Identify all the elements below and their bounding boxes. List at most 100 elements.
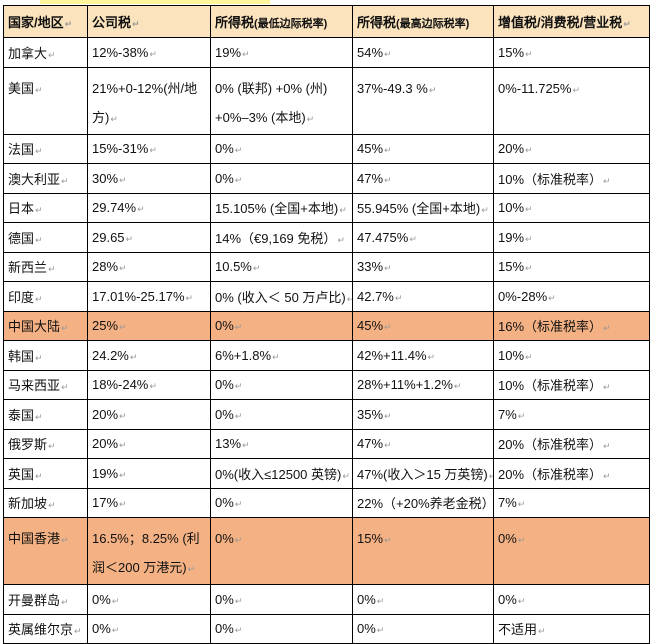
cell-income-tax-max: 15%↵ (352, 517, 494, 585)
paragraph-mark-icon: ↵ (61, 596, 69, 607)
paragraph-mark-icon: ↵ (111, 625, 120, 636)
cell-income-tax-max: 45%↵ (352, 310, 494, 341)
cell-income-tax-max: 47%(收入＞15 万英镑)↵ (352, 458, 494, 489)
paragraph-mark-icon: ↵ (603, 441, 611, 452)
paragraph-mark-icon: ↵ (409, 233, 417, 244)
cell-vat: 0%-28%↵ (493, 281, 650, 312)
paragraph-mark-icon: ↵ (384, 535, 392, 545)
cell-income-tax-min: 0% (收入＜ 50 万卢比)↵ (210, 281, 353, 312)
cell-income-tax-max: 35%↵ (352, 399, 494, 430)
cell-income-tax-min: 0%↵ (210, 163, 353, 194)
cell-income-tax-max: 42.7%↵ (352, 281, 494, 312)
cell-income-tax-min: 0%↵ (210, 399, 353, 430)
paragraph-mark-icon: ↵ (35, 411, 43, 422)
cell-country: 新加坡↵ (3, 487, 88, 518)
paragraph-mark-icon: ↵ (384, 410, 392, 421)
paragraph-mark-icon: ↵ (525, 204, 533, 215)
cell-income-tax-min: 13%↵ (210, 428, 353, 459)
table-row: 开曼群岛↵ 0%↵ 0%↵ 0%↵ 0%↵ (3, 584, 650, 615)
cell-country: 印度↵ (3, 281, 88, 312)
paragraph-mark-icon: ↵ (119, 499, 127, 510)
cell-corporate-tax: 30%↵ (87, 163, 211, 194)
cell-income-tax-min: 0%↵ (210, 517, 353, 585)
cell-country: 法国↵ (3, 133, 88, 164)
table-row: 加拿大↵ 12%-38%↵ 19%↵ 54%↵ 15%↵ (3, 37, 650, 68)
paragraph-mark-icon: ↵ (603, 175, 611, 186)
paragraph-mark-icon: ↵ (384, 263, 392, 274)
paragraph-mark-icon: ↵ (525, 48, 533, 59)
cell-country: 德国↵ (3, 222, 88, 253)
paragraph-mark-icon: ↵ (119, 174, 127, 185)
paragraph-mark-icon: ↵ (61, 382, 69, 393)
paragraph-mark-icon: ↵ (306, 113, 315, 124)
paragraph-mark-icon: ↵ (538, 626, 546, 637)
paragraph-mark-icon: ↵ (149, 381, 157, 392)
paragraph-mark-icon: ↵ (517, 595, 526, 606)
paragraph-mark-icon: ↵ (61, 175, 69, 186)
paragraph-mark-icon: ↵ (119, 322, 127, 333)
cell-vat: 10%↵ (493, 340, 650, 371)
cell-income-tax-max: 33%↵ (352, 251, 494, 282)
cell-vat: 20%↵ (493, 133, 650, 164)
paragraph-mark-icon: ↵ (453, 381, 462, 392)
cell-corporate-tax: 20%↵ (87, 399, 211, 430)
paragraph-mark-icon: ↵ (119, 469, 127, 480)
cell-country: 中国香港↵ (3, 517, 88, 585)
header-country: 国家/地区↵ (3, 5, 88, 38)
table-row: 泰国↵ 20%↵ 0%↵ 35%↵ 7%↵ (3, 399, 650, 430)
paragraph-mark-icon: ↵ (394, 292, 403, 303)
paragraph-mark-icon: ↵ (525, 263, 533, 274)
paragraph-mark-icon: ↵ (603, 470, 611, 481)
paragraph-mark-icon: ↵ (149, 145, 157, 156)
cell-income-tax-min: 0% (联邦) +0% (州) +0%–3% (本地)↵ (210, 66, 353, 135)
cell-income-tax-max: 37%-49.3 %↵ (352, 66, 494, 135)
paragraph-mark-icon: ↵ (129, 351, 138, 362)
paragraph-mark-icon: ↵ (74, 626, 82, 637)
paragraph-mark-icon: ↵ (35, 293, 43, 304)
cell-country: 澳大利亚↵ (3, 163, 88, 194)
cell-country: 韩国↵ (3, 340, 88, 371)
table-row: 日本↵ 29.74%↵ 15.105% (全国+本地)↵ 55.945% (全国+本地… (3, 192, 650, 223)
cell-corporate-tax: 25%↵ (87, 310, 211, 341)
paragraph-mark-icon: ↵ (548, 292, 556, 303)
paragraph-mark-icon: ↵ (35, 84, 43, 95)
cell-corporate-tax: 15%-31%↵ (87, 133, 211, 164)
cell-country: 新西兰↵ (3, 251, 88, 282)
cell-vat: 7%↵ (493, 399, 650, 430)
paragraph-mark-icon: ↵ (428, 84, 437, 95)
cell-corporate-tax: 19%↵ (87, 458, 211, 489)
paragraph-mark-icon: ↵ (603, 323, 611, 334)
cell-corporate-tax: 21%+0-12%(州/地方)↵ (87, 66, 211, 135)
paragraph-mark-icon: ↵ (517, 499, 526, 510)
cell-vat: 10%↵ (493, 192, 650, 223)
paragraph-mark-icon: ↵ (234, 322, 243, 333)
cell-country: 美国↵ (3, 66, 88, 135)
paragraph-mark-icon: ↵ (137, 204, 145, 215)
paragraph-mark-icon: ↵ (517, 535, 526, 545)
paragraph-mark-icon: ↵ (119, 440, 127, 451)
cell-corporate-tax: 12%-38%↵ (87, 37, 211, 68)
paragraph-mark-icon: ↵ (384, 440, 392, 451)
cell-vat: 不适用↵ (493, 613, 650, 644)
cell-vat: 0%↵ (493, 584, 650, 615)
table-row: 美国↵ 21%+0-12%(州/地方)↵ 0% (联邦) +0% (州) +0%–3… (3, 66, 650, 135)
cell-income-tax-min: 10.5%↵ (210, 251, 353, 282)
paragraph-mark-icon: ↵ (347, 294, 352, 304)
cell-corporate-tax: 18%-24%↵ (87, 369, 211, 400)
cell-income-tax-max: 47.475%↵ (352, 222, 494, 253)
table-row: 俄罗斯↵ 20%↵ 13%↵ 47%↵ 20%（标准税率）↵ (3, 428, 650, 459)
cell-corporate-tax: 17%↵ (87, 487, 211, 518)
header-income-tax-min: 所得税(最低边际税率) (210, 5, 353, 38)
table-row: 法国↵ 15%-31%↵ 0%↵ 45%↵ 20%↵ (3, 133, 650, 164)
paragraph-mark-icon: ↵ (48, 441, 56, 452)
cell-country: 英国↵ (3, 458, 88, 489)
cell-income-tax-max: 28%+11%+1.2%↵ (352, 369, 494, 400)
paragraph-mark-icon: ↵ (234, 381, 243, 392)
table-row: 德国↵ 29.65↵ 14%（€9,169 免税）↵ 47.475%↵ 19%↵ (3, 222, 650, 253)
cell-vat: 15%↵ (493, 251, 650, 282)
table-header-row: 国家/地区↵ 公司税↵ 所得税(最低边际税率) 所得税(最高边际税率) 增值税/… (3, 5, 650, 38)
paragraph-mark-icon: ↵ (234, 145, 243, 156)
paragraph-mark-icon: ↵ (35, 205, 43, 216)
paragraph-mark-icon: ↵ (525, 145, 533, 156)
cell-corporate-tax: 29.65↵ (87, 222, 211, 253)
